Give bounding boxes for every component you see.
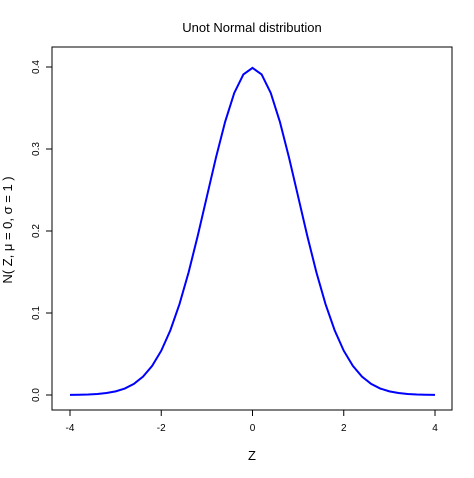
x-tick-label: -4: [66, 423, 75, 434]
y-axis: 0.0 0.1 0.2 0.3 0.4: [31, 60, 53, 402]
y-tick-label: 0.1: [31, 306, 42, 320]
y-tick-label: 0.0: [31, 388, 42, 402]
y-tick-label: 0.3: [31, 142, 42, 156]
y-axis-label: N( Z, μ = 0, σ = 1 ): [0, 176, 15, 283]
x-tick-label: 4: [432, 423, 438, 434]
density-curve-line: [69, 66, 436, 396]
x-tick-label: 0: [250, 423, 256, 434]
x-axis: -4 -2 0 2 4: [66, 409, 438, 434]
chart-title: Unot Normal distribution: [182, 20, 321, 35]
y-tick-label: 0.4: [31, 60, 42, 74]
x-tick-label: -2: [157, 423, 166, 434]
x-tick-label: 2: [341, 423, 347, 434]
x-axis-label: Z: [248, 448, 256, 463]
plot-frame: [51, 46, 453, 411]
y-tick-label: 0.2: [31, 224, 42, 238]
